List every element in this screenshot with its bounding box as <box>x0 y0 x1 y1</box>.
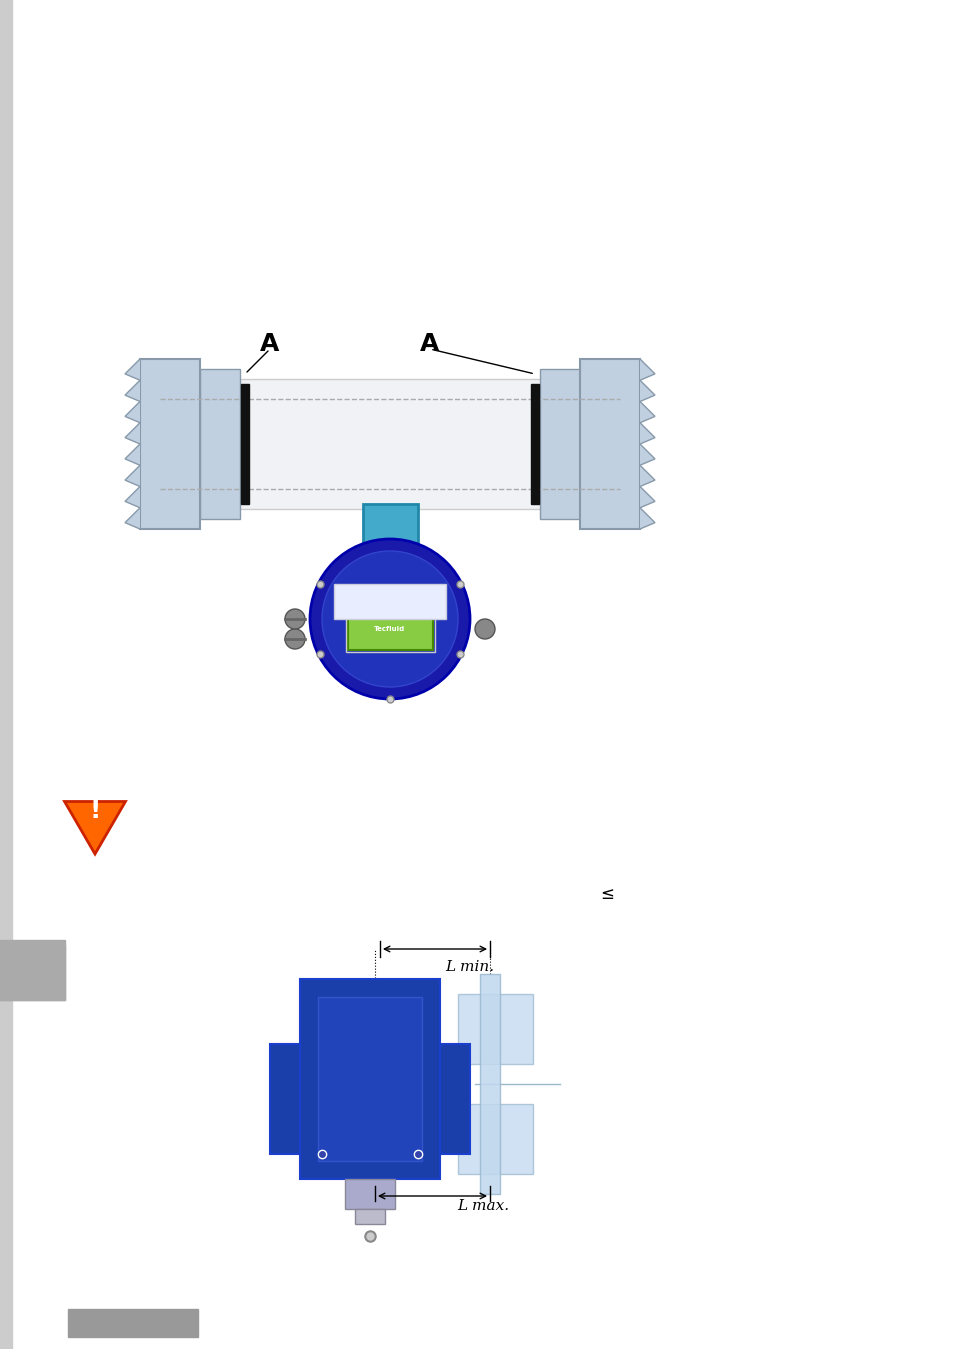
Bar <box>439 1044 470 1153</box>
Polygon shape <box>125 402 140 422</box>
Polygon shape <box>639 465 655 487</box>
Bar <box>140 359 200 529</box>
Polygon shape <box>639 422 655 444</box>
Bar <box>68 1309 198 1337</box>
Bar <box>579 359 639 529</box>
Bar <box>363 505 417 558</box>
Text: L max.: L max. <box>456 1199 509 1213</box>
Circle shape <box>475 619 495 639</box>
Polygon shape <box>125 359 140 380</box>
Text: A: A <box>260 332 279 356</box>
Text: ≤: ≤ <box>599 885 613 902</box>
Bar <box>457 1103 533 1174</box>
Bar <box>200 379 579 509</box>
Bar <box>0 940 65 1000</box>
Bar <box>0 0 12 1349</box>
Circle shape <box>310 540 470 699</box>
Bar <box>0 946 65 1000</box>
Polygon shape <box>639 444 655 465</box>
Polygon shape <box>125 380 140 402</box>
Bar <box>531 384 538 505</box>
Polygon shape <box>125 507 140 529</box>
Polygon shape <box>125 465 140 487</box>
Polygon shape <box>125 444 140 465</box>
Bar <box>299 979 439 1179</box>
Circle shape <box>322 550 457 687</box>
Polygon shape <box>639 359 655 380</box>
Text: Tecfluid: Tecfluid <box>374 626 405 631</box>
Bar <box>373 590 382 598</box>
Bar <box>457 994 533 1064</box>
Bar <box>405 590 415 598</box>
Bar <box>348 618 433 650</box>
Polygon shape <box>125 487 140 507</box>
Circle shape <box>285 608 305 629</box>
Bar <box>200 370 240 519</box>
Text: !: ! <box>90 799 101 823</box>
Bar <box>356 590 367 598</box>
Bar <box>241 384 249 505</box>
Bar <box>389 590 398 598</box>
Bar <box>334 584 446 619</box>
Bar <box>345 1179 395 1209</box>
Polygon shape <box>639 487 655 507</box>
Polygon shape <box>125 422 140 444</box>
Bar <box>346 616 435 652</box>
Bar <box>479 974 499 1194</box>
Polygon shape <box>639 402 655 422</box>
Bar <box>270 1044 299 1153</box>
Circle shape <box>285 629 305 649</box>
Bar <box>317 997 421 1161</box>
Polygon shape <box>639 380 655 402</box>
Text: A: A <box>420 332 439 356</box>
Polygon shape <box>65 801 125 854</box>
Text: L min.: L min. <box>444 960 494 974</box>
Bar <box>539 370 579 519</box>
Polygon shape <box>639 507 655 529</box>
Bar <box>355 1209 385 1224</box>
